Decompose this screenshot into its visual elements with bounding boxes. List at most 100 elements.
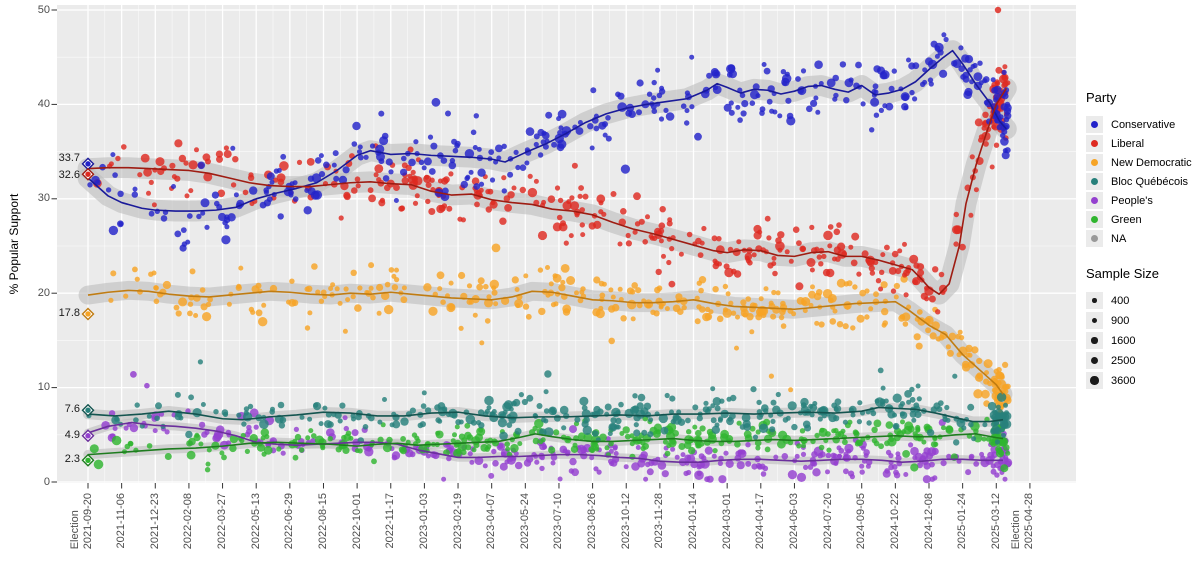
x-tick-label-2024-07-20: 2024-07-20 — [821, 493, 834, 550]
legend-panel: Party Conservative Liberal New Democratic B… — [1086, 90, 1198, 391]
x-tick-label-2023-07-10: 2023-07-10 — [552, 493, 565, 550]
legend-key-swatch — [1086, 134, 1103, 152]
legend-party-item-Bloc Québécois: Bloc Québécois — [1086, 172, 1198, 191]
legend-key-swatch — [1086, 292, 1103, 309]
x-tick-label-2021-11-06: 2021-11-06 — [115, 493, 128, 549]
sample-size-legend-items: 400 900 1600 2500 3600 — [1086, 291, 1198, 391]
x-tick-label-2021-12-23: 2021-12-23 — [148, 493, 161, 550]
legend-party-item-People's: People's — [1086, 191, 1198, 210]
party-color-dot-icon — [1091, 234, 1098, 242]
election-result-label-Green: 2.3 — [64, 453, 80, 466]
y-tick-label-30: 30 — [37, 192, 50, 205]
x-tick-label-2021-09-20: Election 2021-09-20 — [68, 493, 94, 550]
x-tick-label-2024-04-17: 2024-04-17 — [754, 493, 767, 550]
election-markers — [81, 157, 95, 467]
series-points-Conservative — [87, 32, 1012, 252]
y-tick-label-20: 20 — [37, 286, 50, 299]
party-color-dot-icon — [1091, 158, 1098, 166]
legend-size-label: 1600 — [1111, 335, 1136, 347]
trend-line-Conservative — [87, 49, 1007, 212]
x-tick-label-2024-01-14: 2024-01-14 — [687, 493, 700, 550]
trend-line-New Democratic — [87, 289, 1004, 395]
x-tick-label-2023-04-07: 2023-04-07 — [485, 493, 498, 550]
x-tick-label-2023-05-24: 2023-05-24 — [518, 493, 531, 550]
legend-party-item-NA: NA — [1086, 229, 1198, 248]
legend-size-item-400: 400 — [1086, 291, 1198, 311]
legend-party-item-Green: Green — [1086, 210, 1198, 229]
legend-key-swatch — [1086, 172, 1103, 190]
trend-line-Liberal — [87, 87, 1008, 295]
legend-party-item-Conservative: Conservative — [1086, 115, 1198, 134]
legend-key-swatch — [1086, 372, 1103, 389]
election-result-label-Liberal: 32.6 — [58, 169, 80, 182]
legend-key-swatch — [1086, 332, 1103, 349]
y-tick-label-0: 0 — [43, 475, 50, 488]
x-tick-label-2025-04-28: Election 2025-04-28 — [1010, 493, 1036, 550]
x-tick-label-2022-11-17: 2022-11-17 — [384, 493, 397, 549]
trend-line-People's — [87, 421, 1004, 463]
x-tick-label-2022-10-01: 2022-10-01 — [350, 493, 363, 550]
legend-party-item-New Democratic: New Democratic — [1086, 153, 1198, 172]
legend-size-item-2500: 2500 — [1086, 351, 1198, 371]
legend-key-swatch — [1086, 352, 1103, 369]
legend-party-label: Green — [1111, 213, 1142, 226]
party-color-dot-icon — [1091, 177, 1098, 185]
election-result-label-New Democratic: 17.8 — [58, 306, 80, 319]
scatter-points — [86, 6, 1013, 484]
x-tick-label-2022-05-13: 2022-05-13 — [249, 493, 262, 550]
x-tick-label-2024-12-08: 2024-12-08 — [922, 493, 935, 550]
party-color-dot-icon — [1091, 215, 1098, 223]
x-tick-label-2024-06-03: 2024-06-03 — [787, 493, 800, 550]
x-tick-label-2023-11-28: 2023-11-28 — [653, 493, 666, 549]
x-tick-label-2023-10-12: 2023-10-12 — [619, 493, 632, 550]
trend-lines — [87, 49, 1008, 463]
party-color-dot-icon — [1091, 120, 1098, 128]
x-tick-label-2024-09-05: 2024-09-05 — [855, 493, 868, 550]
outlier-point — [994, 6, 1002, 14]
sample-size-dot-icon — [1091, 337, 1098, 344]
y-tick-label-50: 50 — [37, 3, 50, 16]
y-axis-title: % Popular Support — [7, 193, 21, 295]
legend-size-label: 900 — [1111, 315, 1130, 327]
trend-line-Green — [87, 433, 1004, 456]
x-tick-label-2025-01-24: 2025-01-24 — [956, 493, 969, 550]
legend-size-label: 400 — [1111, 295, 1130, 307]
x-tick-label-2025-03-12: 2025-03-12 — [989, 493, 1002, 550]
sample-size-dot-icon — [1091, 317, 1098, 324]
legend-key-swatch — [1086, 210, 1103, 228]
x-tick-label-2024-03-01: 2024-03-01 — [720, 493, 733, 550]
party-color-dot-icon — [1091, 139, 1098, 147]
axis-ticks — [51, 9, 1031, 489]
election-result-label-Bloc Québécois: 7.6 — [64, 403, 80, 416]
x-tick-label-2022-06-29: 2022-06-29 — [283, 493, 296, 550]
legend-party-item-Liberal: Liberal — [1086, 134, 1198, 153]
legend-size-item-900: 900 — [1086, 311, 1198, 331]
legend-party-label: Bloc Québécois — [1111, 175, 1189, 188]
legend-party-label: New Democratic — [1111, 156, 1192, 169]
x-tick-label-2023-01-03: 2023-01-03 — [417, 493, 430, 550]
legend-size-label: 2500 — [1111, 355, 1136, 367]
legend-party-label: NA — [1111, 232, 1127, 245]
party-color-dot-icon — [1091, 196, 1098, 204]
x-tick-label-2022-08-15: 2022-08-15 — [316, 493, 329, 550]
legend-size-item-3600: 3600 — [1086, 371, 1198, 391]
x-tick-label-2023-08-26: 2023-08-26 — [586, 493, 599, 550]
legend-party-label: People's — [1111, 194, 1153, 207]
sample-size-dot-icon — [1090, 376, 1099, 385]
outlier-point — [144, 382, 150, 389]
party-legend-title: Party — [1086, 90, 1117, 105]
y-tick-label-10: 10 — [37, 381, 50, 394]
x-tick-label-2022-02-08: 2022-02-08 — [182, 493, 195, 550]
trend-line-Bloc Québécois — [87, 406, 1004, 423]
legend-key-swatch — [1086, 229, 1103, 247]
legend-size-item-1600: 1600 — [1086, 331, 1198, 351]
legend-key-swatch — [1086, 191, 1103, 209]
sample-size-dot-icon — [1092, 298, 1097, 303]
legend-size-label: 3600 — [1111, 375, 1136, 387]
x-tick-label-2024-10-22: 2024-10-22 — [888, 493, 901, 550]
legend-key-swatch — [1086, 115, 1103, 133]
x-tick-label-2023-02-19: 2023-02-19 — [451, 493, 464, 550]
y-tick-label-40: 40 — [37, 97, 50, 110]
party-legend-items: Conservative Liberal New Democratic Bloc Qu… — [1086, 115, 1198, 248]
